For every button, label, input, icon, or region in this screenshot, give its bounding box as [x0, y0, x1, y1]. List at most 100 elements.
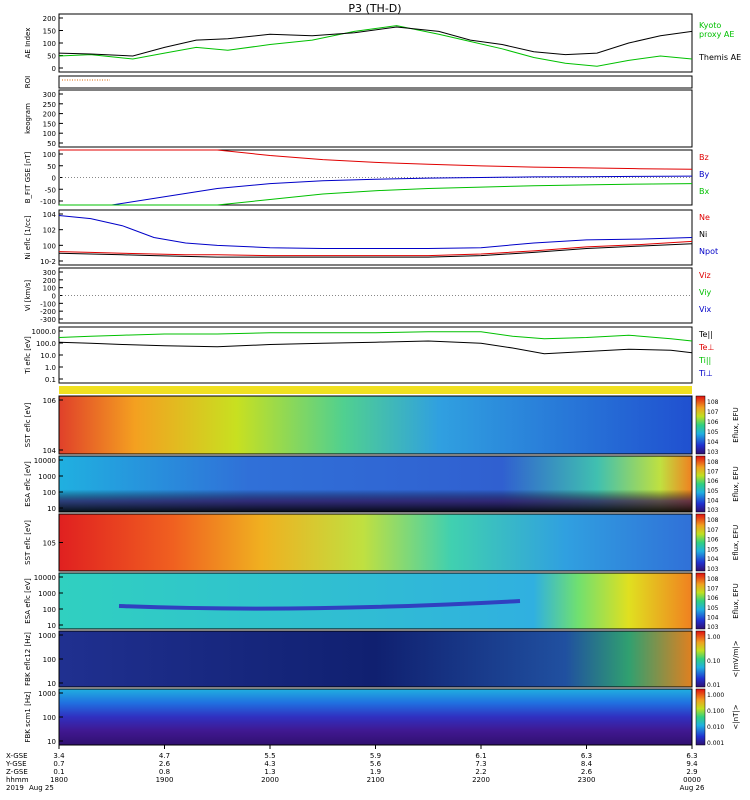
fbk-b-ylabel: FBK scm1 [Hz]	[24, 691, 32, 742]
ti-tick: 1000.0	[32, 328, 57, 336]
row-label: 2019	[6, 784, 24, 792]
vi-tick: 0	[52, 293, 56, 301]
esa-i-colorbar-tick: 103	[707, 624, 719, 631]
vi-tick: 100	[43, 285, 56, 293]
ephemeris-value: 0.1	[53, 768, 64, 776]
plot-title: P3 (TH-D)	[348, 2, 401, 15]
ti-tick: 0.1	[45, 376, 56, 384]
row-label: X-GSE	[6, 752, 28, 760]
sst-colorbar-tick: 104	[707, 439, 719, 446]
ephemeris-value: 9.4	[686, 760, 698, 768]
ephemeris-value: 4.7	[159, 752, 170, 760]
legend-ne: Ne	[699, 213, 710, 222]
ni-series-ne	[58, 240, 693, 257]
vi-tick: -300	[40, 316, 56, 324]
vi-tick: 200	[43, 277, 56, 285]
fbk-e-ylabel: FBK eflc12 [Hz]	[24, 632, 32, 686]
bfit-series-bz	[59, 149, 693, 170]
legend-ti-: Ti||	[698, 356, 711, 365]
roi-ylabel: ROI	[24, 76, 32, 88]
ni-tick: 10-2	[40, 258, 56, 266]
esa-i-colorbar-tick: 105	[707, 605, 719, 612]
fbk-e-colorbar-label: <|mV/m|>	[732, 640, 740, 677]
esa-ylabel: ESA eflc [eV]	[24, 461, 32, 507]
legend-bx: Bx	[699, 187, 709, 196]
sst-colorbar-tick: 106	[707, 419, 719, 426]
legend-by: By	[699, 170, 709, 179]
sst-colorbar-tick: 105	[707, 429, 719, 436]
keogram-tick: 50	[47, 140, 56, 148]
fbk-b-colorbar-label: <|nT|>	[732, 704, 740, 729]
esa-i-spectrogram	[59, 573, 692, 629]
esa-i-tick: 100	[43, 606, 56, 614]
sst-colorbar-tick: 108	[707, 399, 719, 406]
legend-ti-: Ti⊥	[698, 369, 713, 378]
fbk-b-colorbar-tick: 0.100	[707, 708, 724, 715]
esa-i-tick: 1000	[38, 590, 56, 598]
esa-tick: 1000	[38, 473, 56, 481]
fbk-b-tick: 100	[43, 714, 56, 722]
sst-colorbar	[695, 395, 706, 455]
ephemeris-value: 2.9	[686, 768, 697, 776]
fbk-e-tick: 1000	[38, 632, 56, 640]
sst-colorbar-label: Eflux, EFU	[732, 407, 740, 442]
esa-colorbar-tick: 105	[707, 488, 719, 495]
ephemeris-value: 7.3	[475, 760, 486, 768]
esa-tick: 100	[43, 489, 56, 497]
keogram-tick: 250	[43, 101, 56, 109]
sst-i-colorbar-tick: 107	[707, 527, 719, 534]
fbk-e-tick: 100	[43, 656, 56, 664]
ephemeris-value: 2.6	[581, 768, 593, 776]
bfit-series-by	[59, 175, 693, 206]
ae-tick: 150	[43, 28, 56, 36]
row-label: hhmm	[6, 776, 29, 784]
bfit-ylabel: B_FIT GSE [nT]	[24, 151, 32, 203]
esa-i-colorbar-label: Eflux, EFU	[732, 583, 740, 618]
roi-panel	[58, 75, 693, 89]
fbk-e-tick: 10	[47, 680, 56, 688]
fbk-e-colorbar-tick: 0.10	[707, 658, 721, 665]
sst-colorbar-tick: 103	[707, 449, 719, 456]
ae-tick: 0	[52, 65, 56, 73]
legend-viz: Viz	[699, 271, 711, 280]
ephemeris-value: 0.8	[159, 768, 170, 776]
ae-tick: 50	[47, 53, 56, 61]
ae-tick: 100	[43, 40, 56, 48]
fbk-e-colorbar	[695, 630, 706, 688]
ephemeris-value: 1.9	[370, 768, 381, 776]
ni-series-npot	[58, 215, 693, 249]
sst-i-colorbar-label: Eflux, EFU	[732, 525, 740, 560]
ti-series-green	[58, 331, 693, 342]
time-tick: 1900	[156, 776, 174, 784]
ae-tick: 200	[43, 15, 56, 23]
ae-series-black	[58, 26, 693, 57]
esa-i-colorbar	[695, 572, 706, 630]
keogram-tick: 150	[43, 120, 56, 128]
bfit-tick: -50	[45, 186, 56, 194]
row-label: Y-GSE	[5, 760, 27, 768]
ephemeris-value: 6.3	[581, 752, 592, 760]
day-label-end: Aug 26	[680, 784, 705, 792]
ni-tick: 104	[43, 211, 57, 219]
sst-ylabel: SST eflc [eV]	[24, 402, 32, 447]
ephemeris-value: 0.7	[53, 760, 64, 768]
ephemeris-value: 1.3	[264, 768, 275, 776]
esa-colorbar-tick: 108	[707, 459, 719, 466]
sst-i-colorbar-tick: 103	[707, 566, 719, 573]
ephemeris-value: 5.5	[264, 752, 275, 760]
ni-series-ni	[58, 243, 693, 258]
sst-tick: 106	[43, 397, 57, 405]
fbk-b-colorbar-tick: 0.001	[707, 740, 724, 747]
sst-tick: 104	[43, 447, 57, 455]
esa-i-panel	[58, 572, 693, 630]
ti-tick: 1.0	[45, 364, 56, 372]
ni-tick: 100	[43, 242, 56, 250]
esa-i-colorbar-tick: 106	[707, 595, 719, 602]
ephemeris-value: 3.4	[53, 752, 65, 760]
time-tick: 2000	[261, 776, 279, 784]
ephemeris-value: 5.9	[370, 752, 381, 760]
bfit-tick: 100	[43, 151, 56, 159]
yellow-band	[59, 386, 692, 394]
esa-colorbar-label: Eflux, EFU	[732, 466, 740, 501]
esa-panel	[58, 455, 693, 513]
